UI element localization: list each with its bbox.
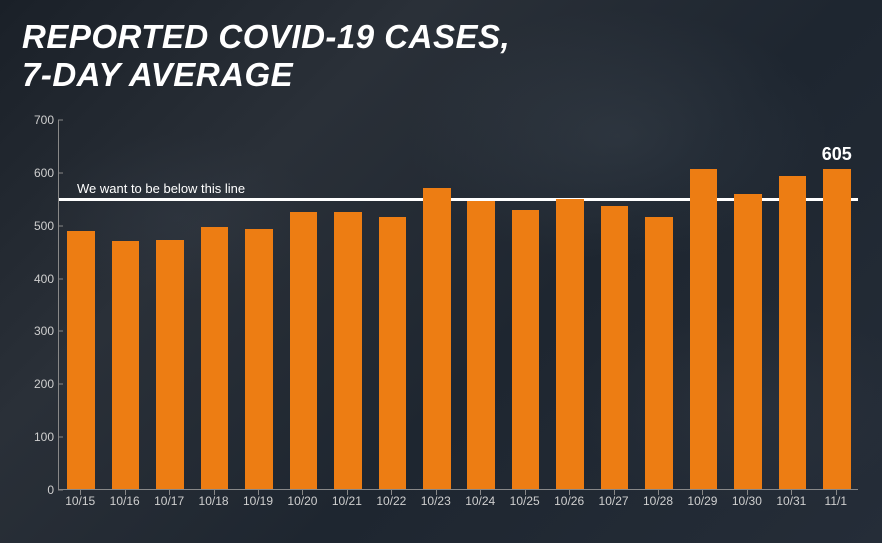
y-tick-mark — [58, 225, 63, 226]
bar — [423, 188, 451, 489]
bar — [156, 240, 184, 489]
x-tick-label: 10/16 — [110, 494, 140, 508]
chart-title-line1: REPORTED COVID-19 CASES, — [22, 18, 510, 56]
plot-area: We want to be below this line 605 — [58, 120, 858, 490]
y-tick-label: 300 — [22, 324, 54, 338]
x-tick-label: 10/23 — [421, 494, 451, 508]
bar-chart: We want to be below this line 605 0 100 20… — [22, 120, 862, 520]
bar — [379, 217, 407, 489]
chart-title-line2: 7-DAY AVERAGE — [22, 56, 510, 94]
x-tick-label: 10/21 — [332, 494, 362, 508]
bar — [245, 229, 273, 489]
bar — [290, 212, 318, 490]
x-tick-label: 10/31 — [776, 494, 806, 508]
x-tick-label: 11/1 — [825, 494, 847, 508]
y-tick-label: 600 — [22, 166, 54, 180]
chart-title: REPORTED COVID-19 CASES, 7-DAY AVERAGE — [22, 18, 510, 94]
bar — [556, 199, 584, 489]
bar — [779, 176, 807, 489]
x-tick-label: 10/22 — [376, 494, 406, 508]
y-tick-mark — [58, 331, 63, 332]
x-tick-label: 10/27 — [599, 494, 629, 508]
bar — [67, 231, 95, 489]
x-tick-label: 10/28 — [643, 494, 673, 508]
bar — [334, 212, 362, 490]
y-tick-label: 0 — [22, 483, 54, 497]
y-tick-label: 500 — [22, 219, 54, 233]
bar — [734, 194, 762, 489]
x-tick-label: 10/25 — [510, 494, 540, 508]
x-tick-label: 10/24 — [465, 494, 495, 508]
y-tick-label: 100 — [22, 430, 54, 444]
y-tick-mark — [58, 384, 63, 385]
y-tick-mark — [58, 278, 63, 279]
end-value-label: 605 — [822, 144, 852, 165]
x-tick-label: 10/18 — [199, 494, 229, 508]
x-tick-label: 10/26 — [554, 494, 584, 508]
x-tick-label: 10/20 — [287, 494, 317, 508]
y-tick-label: 700 — [22, 113, 54, 127]
x-tick-label: 10/15 — [65, 494, 95, 508]
x-tick-label: 10/29 — [687, 494, 717, 508]
bar — [512, 210, 540, 489]
y-tick-mark — [58, 437, 63, 438]
y-tick-label: 400 — [22, 272, 54, 286]
x-tick-label: 10/17 — [154, 494, 184, 508]
y-tick-label: 200 — [22, 377, 54, 391]
bar — [112, 241, 140, 489]
bar — [823, 169, 851, 489]
bar — [201, 227, 229, 489]
x-tick-label: 10/19 — [243, 494, 273, 508]
y-tick-mark — [58, 490, 63, 491]
bar — [690, 169, 718, 489]
y-tick-mark — [58, 172, 63, 173]
reference-line-label: We want to be below this line — [77, 181, 245, 196]
bar — [467, 201, 495, 489]
bar — [645, 217, 673, 489]
x-tick-label: 10/30 — [732, 494, 762, 508]
y-tick-mark — [58, 120, 63, 121]
bar — [601, 206, 629, 489]
